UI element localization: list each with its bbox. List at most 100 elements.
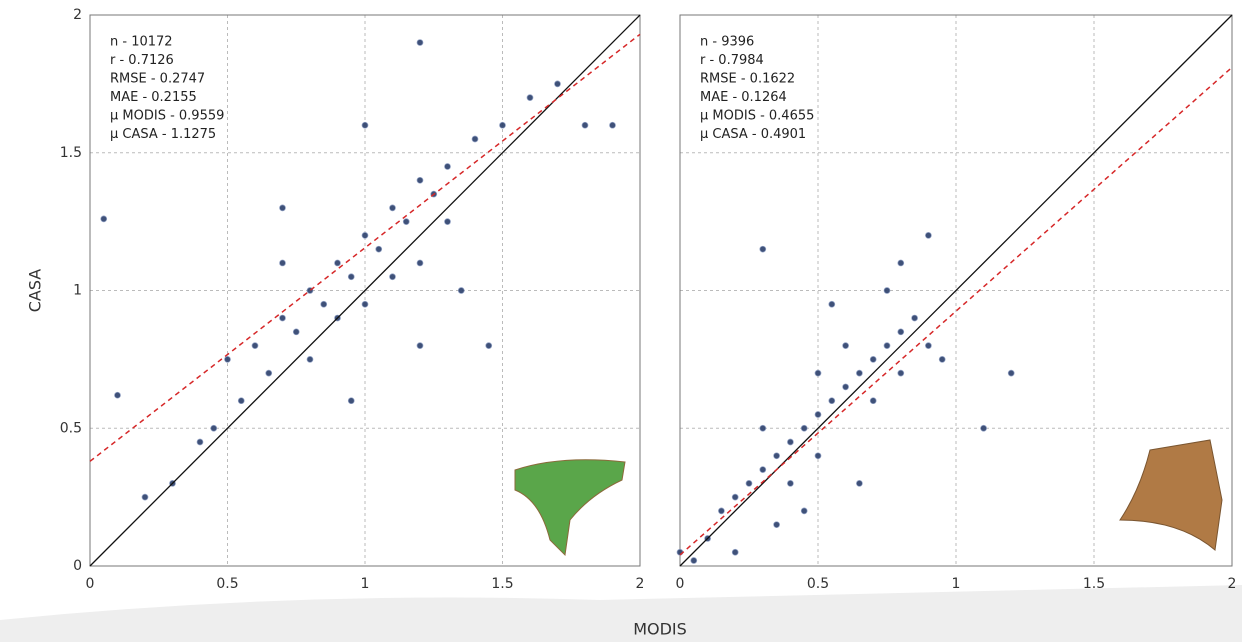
scatter-point [292, 328, 300, 336]
scatter-point [800, 507, 808, 515]
scatter-point [690, 557, 698, 564]
scatter-point [265, 369, 273, 377]
scatter-point [416, 176, 424, 184]
scatter-point [759, 466, 767, 473]
scatter-point [416, 342, 424, 349]
scatter-point [800, 424, 808, 432]
scatter-point [347, 273, 355, 281]
scatter-point [609, 121, 616, 129]
x-tick-label: 0.5 [216, 576, 238, 592]
reference-line [679, 14, 1233, 567]
scatter-point [210, 424, 218, 432]
scatter-point [787, 480, 794, 487]
scatter-point [581, 121, 589, 129]
scatter-point [361, 300, 369, 308]
background-hills [0, 585, 1242, 642]
x-tick-label: 0 [676, 576, 685, 592]
scatter-point [869, 356, 877, 363]
scatter-point [745, 480, 753, 487]
scatter-point [925, 342, 932, 349]
scatter-point [869, 397, 877, 405]
scatter-point [883, 287, 891, 294]
scatter-point [925, 232, 932, 239]
stat-annotation: n - 9396 [700, 35, 754, 50]
stat-annotation: MAE - 0.1264 [700, 90, 787, 105]
scatter-point [1007, 369, 1015, 377]
map-inset [1119, 439, 1223, 551]
scatter-point [279, 204, 286, 212]
scatter-point [306, 356, 314, 363]
scatter-point [897, 259, 905, 267]
stat-annotation: μ MODIS - 0.9559 [110, 109, 224, 124]
plot-frame [89, 14, 641, 567]
stat-annotation: r - 0.7984 [700, 53, 764, 68]
scatter-point [416, 259, 424, 267]
reference-line [89, 14, 641, 567]
y-tick-label: 0 [73, 558, 82, 574]
scatter-point [251, 342, 259, 349]
scatter-point [828, 397, 836, 405]
stat-annotation: n - 10172 [110, 35, 173, 50]
scatter-point [375, 245, 383, 253]
scatter-point [938, 356, 946, 363]
scatter-point [731, 493, 739, 501]
scatter-point [279, 314, 286, 322]
scatter-point [320, 300, 328, 308]
x-tick-label: 0.5 [807, 576, 829, 592]
y-tick-label: 1 [73, 283, 82, 299]
scatter-point [334, 259, 341, 267]
stat-annotation: MAE - 0.2155 [110, 90, 197, 105]
scatter-point [389, 204, 396, 212]
scatter-point [759, 424, 767, 432]
scatter-point [444, 163, 451, 170]
y-tick-label: 2 [73, 7, 82, 23]
stat-annotation: μ MODIS - 0.4655 [700, 109, 814, 124]
scatter-point [911, 314, 918, 322]
scatter-point [842, 383, 849, 391]
scatter-point [883, 342, 891, 349]
scatter-point [100, 215, 108, 223]
scatter-point [471, 135, 479, 143]
scatter-point [980, 424, 987, 432]
x-tick-label: 0 [86, 576, 95, 592]
x-tick-label: 1.5 [1083, 576, 1105, 592]
scatter-point [897, 328, 905, 336]
scatter-point [485, 342, 493, 349]
map-inset [514, 459, 626, 557]
y-tick-label: 1.5 [60, 145, 82, 161]
x-axis-label: MODIS [633, 620, 687, 639]
scatter-point [897, 369, 905, 377]
scatter-point [141, 493, 149, 501]
x-tick-label: 2 [1228, 576, 1237, 592]
stat-annotation: RMSE - 0.1622 [700, 72, 795, 87]
stat-annotation: r - 0.7126 [110, 53, 174, 68]
stat-annotation: RMSE - 0.2747 [110, 72, 205, 87]
scatter-point [856, 369, 863, 377]
scatter-point [814, 452, 822, 460]
scatter-point [731, 548, 739, 556]
scatter-point [457, 287, 465, 294]
x-tick-label: 1.5 [491, 576, 513, 592]
scatter-point [444, 218, 451, 225]
x-tick-label: 1 [952, 576, 961, 592]
scatter-point [773, 452, 780, 460]
scatter-point [759, 245, 767, 253]
x-tick-label: 2 [636, 576, 645, 592]
scatter-point [224, 356, 231, 363]
scatter-point [402, 218, 410, 225]
stat-annotation: μ CASA - 1.1275 [110, 127, 216, 142]
scatter-point [814, 369, 822, 377]
y-tick-label: 0.5 [60, 420, 82, 436]
scatter-point [237, 397, 245, 405]
scatter-point [554, 80, 561, 88]
plot-frame [679, 14, 1233, 567]
scatter-point [389, 273, 396, 281]
scatter-point [196, 438, 204, 446]
scatter-point [416, 39, 424, 46]
scatter-point [842, 342, 849, 349]
scatter-point [279, 259, 286, 267]
scatter-point [773, 521, 780, 529]
scatter-point [828, 300, 836, 308]
